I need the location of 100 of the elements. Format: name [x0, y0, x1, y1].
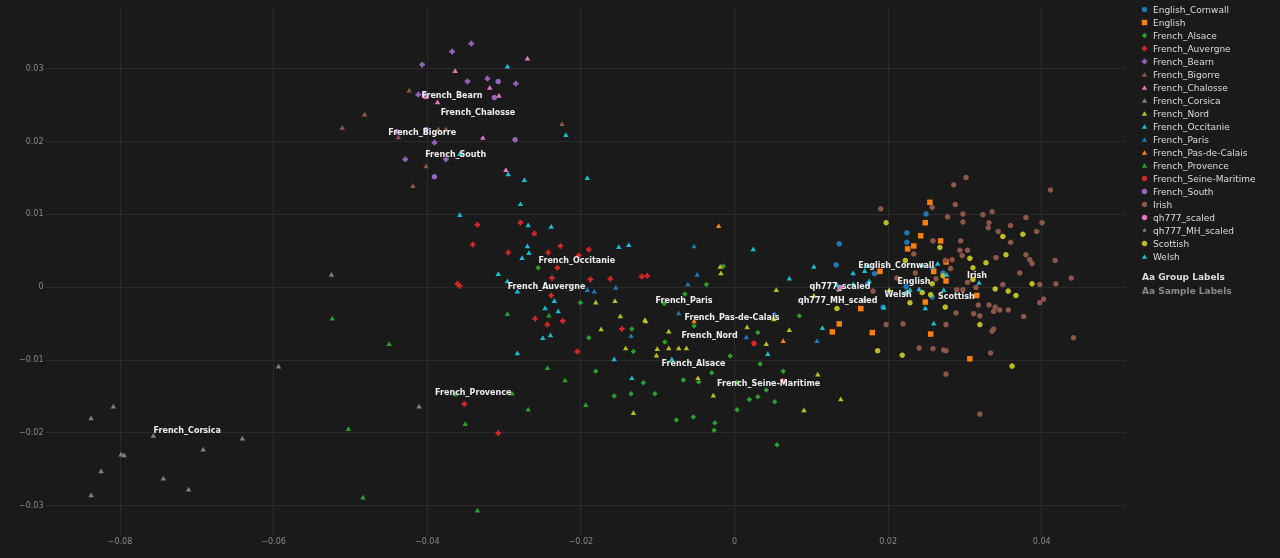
point [360, 494, 366, 500]
point [644, 273, 650, 279]
point [927, 331, 934, 337]
point [653, 352, 660, 358]
point [345, 426, 352, 432]
x-tick-label: 0.02 [879, 536, 898, 546]
point [470, 241, 476, 248]
point [559, 318, 566, 324]
point [275, 363, 282, 369]
x-tick-label: −0.04 [415, 536, 440, 546]
point [937, 238, 944, 244]
point [524, 55, 531, 61]
point [970, 265, 976, 271]
point [744, 324, 750, 330]
point [907, 300, 913, 306]
y-tick-label: −0.03 [18, 500, 44, 510]
point [542, 305, 548, 311]
point [1029, 281, 1035, 287]
point [431, 139, 438, 146]
point [503, 167, 509, 172]
point [927, 199, 933, 206]
legend-label: French_Auvergne [1153, 43, 1232, 54]
point [786, 327, 793, 333]
point [904, 230, 910, 236]
point [765, 351, 771, 357]
point [495, 78, 501, 85]
point [819, 325, 826, 330]
legend-label: French_Corsica [1153, 95, 1221, 106]
point [495, 271, 501, 277]
point [431, 174, 438, 180]
point [734, 407, 740, 413]
point [557, 243, 564, 249]
legend-label: French_Seine-Maritime [1153, 173, 1256, 184]
point [1005, 288, 1011, 294]
point [339, 124, 346, 130]
point [750, 246, 756, 252]
legend-label: French_Bearn [1153, 56, 1214, 67]
point [612, 298, 618, 303]
text: Aa Sample Labels [1142, 286, 1232, 296]
point [468, 40, 475, 47]
point [416, 403, 422, 409]
point [771, 399, 778, 405]
point [919, 289, 925, 296]
point [555, 308, 561, 314]
point [673, 417, 680, 423]
point [814, 338, 820, 343]
point [587, 276, 594, 283]
point [491, 94, 498, 101]
point [983, 259, 989, 266]
text: French_Nord [681, 331, 738, 341]
point [619, 326, 625, 332]
point [517, 219, 524, 226]
point [796, 313, 803, 319]
point [406, 87, 412, 93]
point [559, 121, 565, 127]
point [328, 272, 335, 277]
point [718, 270, 724, 276]
y-tick-label: −0.02 [18, 427, 44, 437]
point [967, 356, 973, 362]
point [629, 375, 635, 381]
point [616, 244, 622, 250]
point [773, 287, 779, 293]
point [917, 233, 924, 239]
legend-label: qh777_scaled [1153, 212, 1215, 223]
text: Aa Group Labels [1142, 272, 1225, 282]
point [977, 321, 983, 328]
point [710, 392, 717, 398]
point [88, 415, 94, 421]
point [386, 341, 392, 346]
point [546, 312, 552, 318]
point [899, 352, 905, 358]
point [874, 348, 881, 354]
point [583, 402, 589, 408]
point [1003, 251, 1009, 258]
text: French_Provence [435, 387, 512, 397]
point [836, 321, 842, 327]
point [496, 92, 502, 98]
point [548, 223, 554, 229]
point [545, 249, 551, 256]
point [513, 80, 519, 87]
point [415, 91, 422, 98]
point [549, 275, 555, 281]
point [992, 286, 998, 292]
point [548, 292, 554, 299]
point [544, 365, 551, 370]
point [695, 379, 702, 385]
point [654, 346, 660, 351]
point [562, 377, 568, 383]
point [883, 219, 889, 226]
point [457, 212, 463, 218]
legend-label: qh777_MH_scaled [1153, 225, 1235, 236]
point [474, 507, 481, 513]
point [838, 396, 844, 402]
point [563, 132, 569, 137]
point [690, 414, 697, 420]
point [755, 329, 761, 336]
point [934, 261, 941, 266]
point [419, 61, 425, 68]
point [535, 265, 541, 271]
point [521, 177, 528, 183]
